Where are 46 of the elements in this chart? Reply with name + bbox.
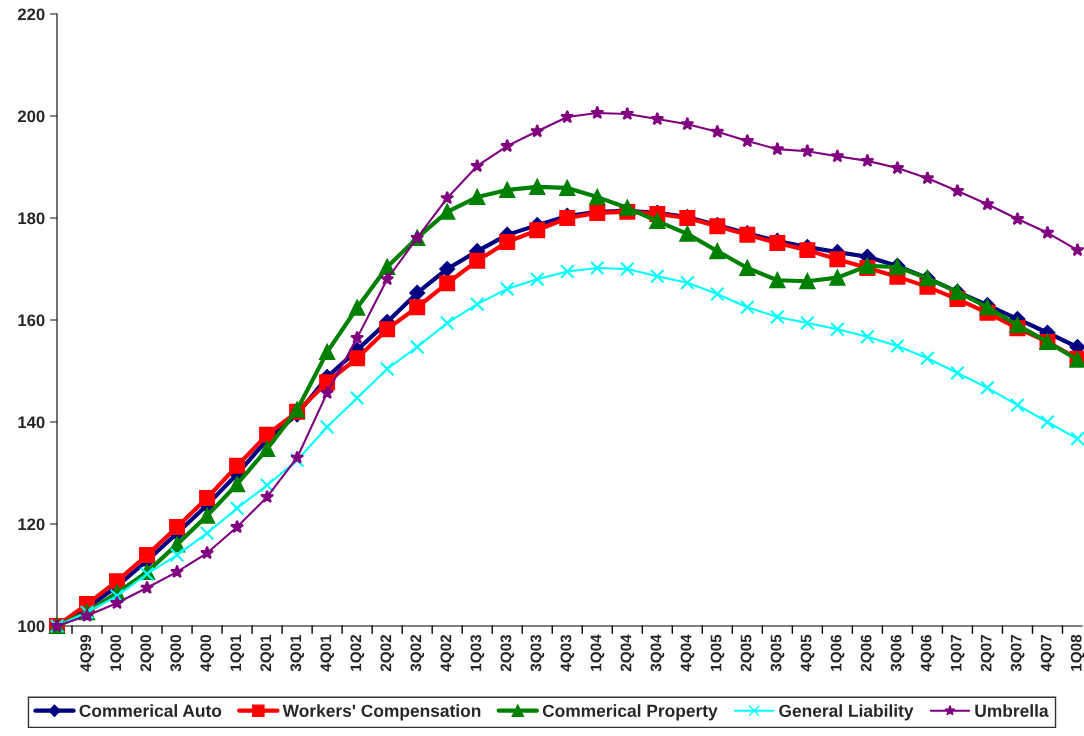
x-tick-label: 1Q00 [110,634,124,671]
x-tick-label: 2Q02 [380,634,395,672]
legend-label: Umbrella [975,704,1049,717]
legend-label: Workers' Compensation [282,704,481,721]
y-tick-label: 200 [17,110,45,123]
x-tick-label: 1Q07 [950,635,965,671]
y-tick-label: 180 [18,212,45,225]
x-tick-label: 1Q01 [230,634,245,671]
x-tick-label: 4Q04 [680,634,695,672]
x-tick-label: 2Q04 [620,634,635,672]
x-tick-label: 2Q05 [740,634,755,672]
x-tick-label: 3Q07 [1010,635,1025,672]
x-tick-label: 2Q06 [860,634,875,672]
x-tick-label: 1Q06 [830,634,845,671]
x-tick-label: 3Q05 [770,634,785,672]
legend-label: General Liability [779,704,914,721]
x-tick-label: 2Q00 [140,634,154,672]
x-tick-label: 4Q07 [1040,635,1055,672]
x-tick-label: 4Q03 [560,634,575,672]
x-tick-label: 2Q07 [980,635,995,672]
x-tick-label: 2Q01 [260,634,275,672]
x-tick-label: 4Q99 [80,634,94,672]
x-tick-label: 4Q01 [320,634,335,672]
x-tick-label: 4Q05 [800,634,815,672]
x-tick-label: 4Q02 [440,634,455,672]
x-tick-label: 1Q08 [1070,634,1084,671]
y-tick-label: 120 [18,518,45,531]
x-tick-label: 1Q02 [350,634,365,671]
x-tick-label: 1Q05 [710,634,725,671]
y-tick-label: 100 [18,620,45,633]
x-tick-label: 3Q06 [890,634,905,672]
y-tick-label: 160 [18,314,45,327]
y-tick-label: 140 [18,416,45,429]
x-tick-label: 3Q01 [290,634,305,672]
x-tick-label: 4Q00 [200,634,215,672]
x-tick-label: 1Q04 [590,634,605,671]
legend-label: Commerical Property [542,704,718,721]
x-tick-label: 3Q02 [410,634,425,672]
x-tick-label: 3Q00 [170,634,185,672]
x-tick-label: 4Q06 [920,634,935,672]
x-tick-label: 2Q03 [500,634,515,672]
y-tick-label: 220 [17,8,45,21]
x-tick-label: 3Q04 [650,634,665,672]
x-tick-label: 3Q03 [530,634,545,672]
legend-label: Commerical Auto [79,704,222,717]
x-tick-label: 1Q03 [470,634,485,671]
